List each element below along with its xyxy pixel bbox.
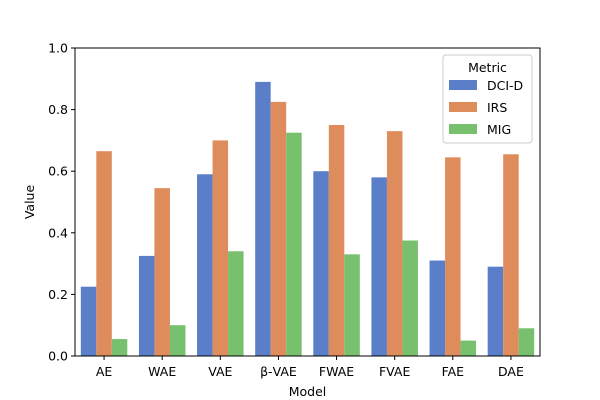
x-axis-label: Model (289, 384, 327, 399)
y-axis-label: Value (22, 185, 37, 220)
x-tick-label: DAE (498, 364, 524, 379)
y-tick-label: 0.6 (48, 164, 68, 179)
y-tick-label: 0.2 (48, 287, 68, 302)
legend-box (442, 54, 533, 144)
y-tick-label: 0.0 (48, 349, 68, 364)
legend-swatch-irs (449, 102, 477, 112)
bar-dci-d-4 (313, 171, 329, 356)
bar-mig-1 (169, 325, 186, 356)
bar-mig-0 (111, 339, 128, 356)
x-axis: AE WAE VAE β-VAE FWAE FVAE FAE DAE (96, 356, 524, 379)
x-tick-label: FAE (442, 364, 465, 379)
bar-dci-d-1 (138, 255, 155, 356)
bars-layer (80, 81, 535, 357)
bar-dci-d-2 (197, 174, 213, 356)
bar-mig-2 (228, 251, 244, 356)
legend-swatch-mig (449, 124, 477, 134)
legend-items: DCI-D IRS MIG (449, 78, 523, 137)
bar-irs-3 (270, 101, 287, 357)
bar-mig-6 (460, 340, 477, 356)
legend-label-irs: IRS (487, 100, 507, 115)
legend-swatch-dci-d (449, 80, 477, 90)
bar-dci-d-3 (255, 81, 271, 356)
bar-mig-5 (402, 240, 418, 356)
legend: Metric DCI-D IRS MIG (442, 54, 533, 144)
bar-dci-d-6 (429, 260, 446, 356)
bar-dci-d-7 (487, 266, 504, 356)
bar-irs-4 (328, 125, 345, 356)
bar-mig-3 (286, 132, 302, 356)
x-tick-label: VAE (208, 364, 232, 379)
y-tick-label: 1.0 (48, 41, 68, 56)
x-tick-label: FVAE (379, 364, 410, 379)
bar-irs-0 (96, 151, 112, 356)
bar-irs-2 (212, 140, 229, 356)
bar-dci-d-0 (80, 286, 97, 356)
legend-label-mig: MIG (487, 122, 511, 137)
y-axis: 0.0 0.2 0.4 0.6 0.8 1.0 (48, 41, 75, 364)
bar-irs-1 (154, 188, 170, 356)
x-tick-label: AE (96, 364, 113, 379)
bar-mig-7 (518, 328, 535, 356)
bar-mig-4 (344, 254, 360, 356)
bar-irs-7 (503, 154, 519, 356)
bar-dci-d-5 (371, 177, 387, 356)
y-tick-label: 0.4 (48, 225, 68, 240)
y-tick-label: 0.8 (48, 102, 68, 117)
legend-title: Metric (468, 60, 507, 75)
bar-irs-6 (445, 157, 461, 356)
x-tick-label: β-VAE (260, 364, 297, 379)
plot-frame (74, 47, 541, 357)
bar-irs-5 (386, 131, 403, 356)
x-tick-label: WAE (148, 364, 176, 379)
legend-label-dci-d: DCI-D (487, 78, 523, 93)
x-tick-label: FWAE (319, 364, 354, 379)
